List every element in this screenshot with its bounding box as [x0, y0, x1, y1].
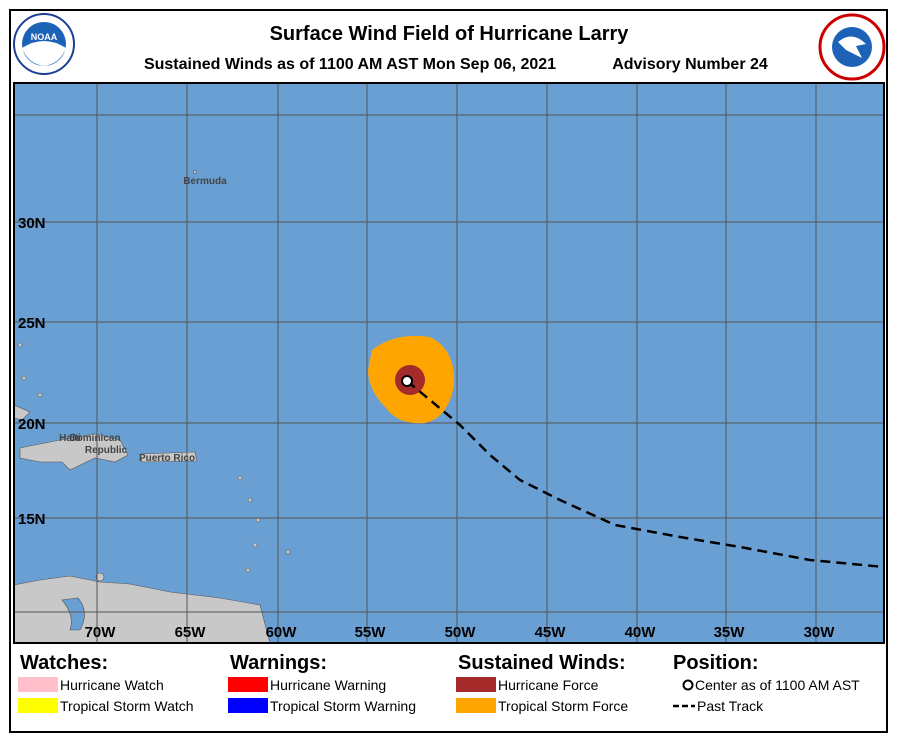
place-label: Puerto Rico — [139, 453, 195, 464]
legend-title: Sustained Winds: — [458, 652, 626, 674]
legend-title: Watches: — [20, 652, 108, 674]
lon-label: 70W — [85, 624, 117, 641]
legend-label: Tropical Storm Warning — [270, 698, 416, 714]
legend-label: Past Track — [697, 698, 764, 714]
legend-label: Hurricane Warning — [270, 677, 386, 693]
noaa-logo: NOAA — [13, 13, 75, 75]
legend-swatch — [456, 698, 496, 713]
map-border — [13, 82, 885, 644]
lat-label: 30N — [18, 215, 46, 232]
land — [14, 170, 291, 643]
legend-swatch — [228, 698, 268, 713]
legend-title: Warnings: — [230, 652, 327, 674]
place-label: Dominican — [69, 433, 120, 444]
lon-label: 40W — [625, 624, 657, 641]
advisory: Advisory Number 24 — [612, 56, 768, 73]
legend-label: Tropical Storm Watch — [60, 698, 194, 714]
lat-label: 15N — [18, 511, 46, 528]
lon-label: 55W — [355, 624, 387, 641]
legend-center-icon — [682, 679, 694, 691]
lon-labels: 70W 65W 60W 55W 50W 45W 40W 35W 30W — [85, 624, 836, 641]
lon-label: 60W — [266, 624, 298, 641]
place-labels: Bermuda Haiti Dominican Republic Puerto … — [59, 176, 227, 464]
past-track — [406, 380, 884, 569]
legend-swatch — [18, 677, 58, 692]
lon-label: 30W — [804, 624, 836, 641]
legend-title: Position: — [673, 652, 759, 674]
legend-label: Hurricane Force — [498, 677, 599, 693]
legend-label: Hurricane Watch — [60, 677, 164, 693]
lon-label: 50W — [445, 624, 477, 641]
title: Surface Wind Field of Hurricane Larry — [270, 23, 630, 45]
map: Bermuda Haiti Dominican Republic Puerto … — [14, 83, 884, 643]
lon-label: 35W — [714, 624, 746, 641]
lat-label: 25N — [18, 315, 46, 332]
subtitle: Sustained Winds as of 1100 AM AST Mon Se… — [144, 56, 556, 73]
place-label: Haiti — [59, 433, 81, 444]
legend-swatch — [228, 677, 268, 692]
legend-swatch — [18, 698, 58, 713]
place-label: Bermuda — [183, 176, 227, 187]
graticule — [14, 83, 884, 643]
lon-label: 65W — [175, 624, 207, 641]
legend-label: Center as of 1100 AM AST — [695, 677, 860, 693]
lon-label: 45W — [535, 624, 567, 641]
logo-text: NOAA — [31, 32, 58, 42]
lat-labels: 30N 25N 20N 15N — [18, 215, 46, 528]
lat-label: 20N — [18, 416, 46, 433]
legend-swatch — [456, 677, 496, 692]
nws-logo — [818, 13, 886, 81]
storm-center — [401, 375, 413, 387]
legend-label: Tropical Storm Force — [498, 698, 628, 714]
place-label: Republic — [85, 445, 128, 456]
legend: Watches: Hurricane Watch Tropical Storm Wa… — [18, 652, 860, 714]
